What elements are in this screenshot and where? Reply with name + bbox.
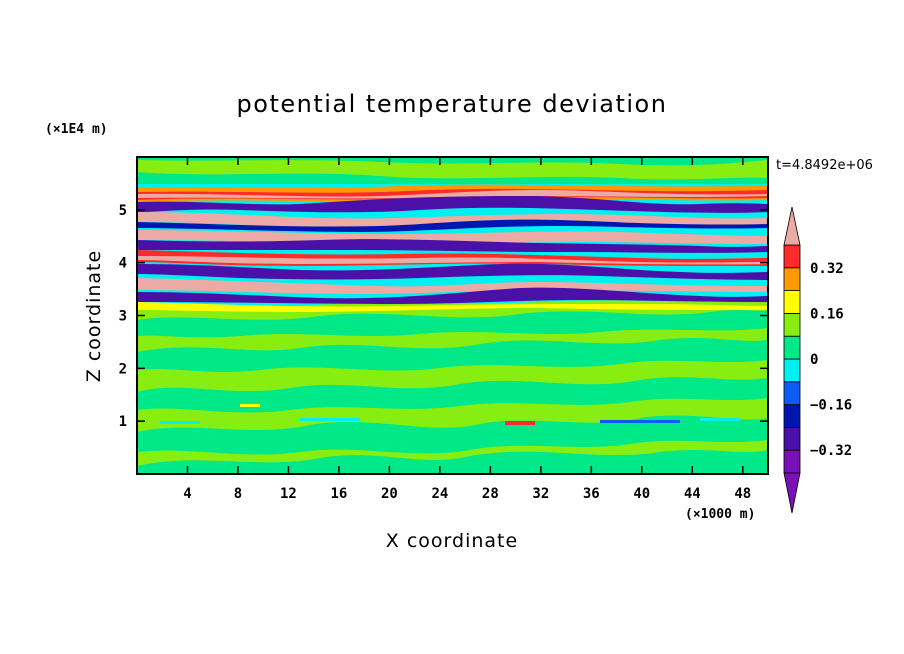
colorbar-swatch: [783, 449, 801, 474]
timestamp-label: t=4.8492e+06: [776, 158, 873, 173]
x-axis-label: X coordinate: [386, 530, 518, 552]
x-tick-label: 24: [431, 486, 448, 502]
colorbar-label: 0.32: [810, 261, 844, 277]
colorbar-label: −0.16: [810, 398, 852, 414]
speckle: [505, 421, 535, 425]
colorbar-swatch: [783, 312, 801, 337]
x-tick-label: 32: [532, 486, 549, 502]
x-tick-label: 20: [381, 486, 398, 502]
speckle: [600, 420, 680, 423]
colorbar-label: 0.16: [810, 306, 844, 322]
x-axis-unit: (×1000 m): [685, 507, 755, 522]
y-tick-label: 3: [119, 309, 127, 325]
x-tick-label: 48: [734, 486, 751, 502]
lower-field-patches: [137, 157, 768, 474]
lower-patch: [137, 172, 768, 186]
near-surface-speckles: [160, 404, 740, 425]
colorbar-extend-low: [783, 472, 801, 514]
y-axis: 1 2 3 4 5: [119, 203, 768, 430]
band-layer: [137, 219, 768, 232]
band-layer: [137, 302, 768, 312]
colorbar-swatch: [783, 290, 801, 314]
x-axis: 4 8 12 16 20 24 28 32 36 40 44 48: [183, 157, 751, 502]
colorbar-swatch: [783, 358, 801, 383]
colorbar-swatch: [783, 244, 801, 269]
speckle: [700, 418, 740, 421]
x-tick-label: 36: [583, 486, 600, 502]
lower-patch: [137, 415, 768, 455]
band-layer: [137, 287, 768, 304]
y-axis-label: Z coordinate: [83, 250, 105, 382]
x-tick-label: 4: [183, 486, 191, 502]
band-layer: [137, 239, 768, 253]
x-tick-label: 28: [482, 486, 499, 502]
lower-patch: [137, 157, 768, 166]
band-layer: [137, 263, 768, 280]
band-layer: [137, 256, 768, 265]
colorbar-swatch: [783, 426, 801, 451]
speckle: [240, 404, 260, 407]
colorbar-swatch: [783, 404, 801, 428]
x-tick-label: 8: [234, 486, 242, 502]
band-layer: [137, 196, 768, 213]
band-layer: [137, 190, 768, 199]
lower-patch: [137, 377, 768, 413]
x-tick-label: 12: [280, 486, 297, 502]
y-axis-unit: (×1E4 m): [45, 122, 108, 137]
colorbar-swatch: [783, 267, 801, 291]
lower-patch: [137, 450, 768, 474]
colorbar: 0.32 0.16 0 −0.16 −0.32: [783, 206, 852, 514]
chart-title: potential temperature deviation: [237, 90, 668, 118]
x-tick-label: 40: [633, 486, 650, 502]
colorbar-swatch: [783, 335, 801, 360]
lower-patch: [137, 338, 768, 372]
x-tick-label: 44: [684, 486, 701, 502]
x-tick-label: 16: [330, 486, 347, 502]
speckle: [300, 418, 360, 421]
colorbar-label: −0.32: [810, 443, 852, 459]
y-tick-label: 4: [119, 256, 127, 272]
y-tick-label: 5: [119, 203, 127, 219]
lower-patch: [137, 310, 768, 338]
y-tick-label: 1: [119, 414, 127, 430]
plot-field: [137, 157, 768, 474]
band-layer: [137, 278, 768, 294]
speckle: [160, 421, 200, 424]
colorbar-label: 0: [810, 352, 818, 368]
y-tick-label: 2: [119, 361, 127, 377]
colorbar-extend-high: [783, 206, 801, 246]
colorbar-swatch: [783, 381, 801, 405]
upper-layered-band: [137, 184, 768, 312]
